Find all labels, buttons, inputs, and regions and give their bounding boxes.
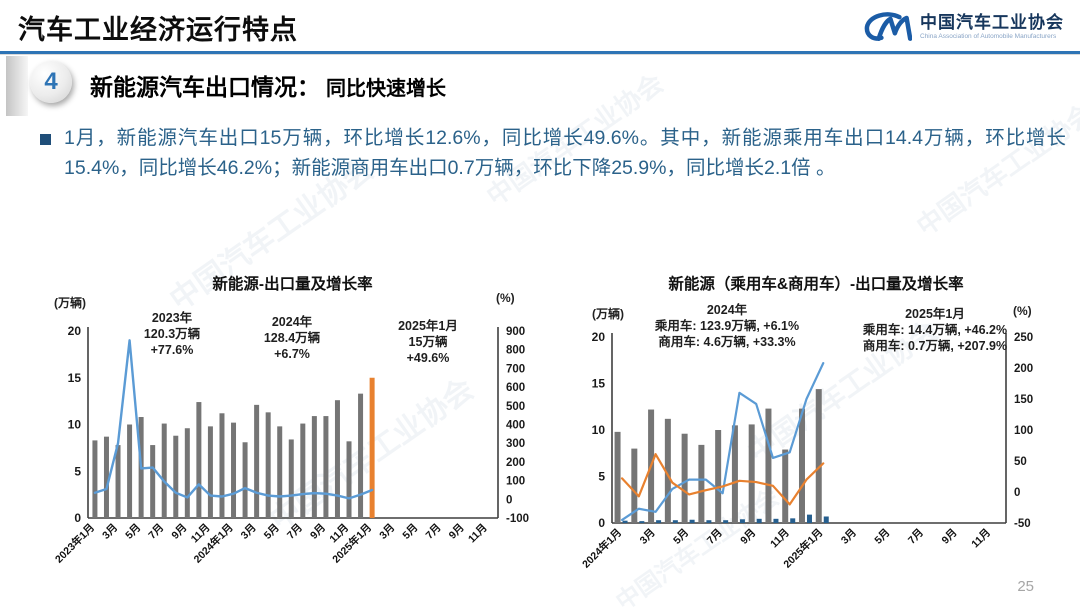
svg-text:5月: 5月 (400, 522, 420, 542)
svg-text:800: 800 (506, 345, 525, 357)
section-heading-text: 新能源汽车出口情况： (90, 74, 320, 100)
svg-text:3月: 3月 (638, 527, 658, 547)
svg-text:0: 0 (506, 494, 512, 506)
svg-text:15: 15 (68, 371, 82, 385)
svg-text:11月: 11月 (969, 527, 993, 551)
svg-text:9月: 9月 (738, 527, 758, 547)
svg-text:11月: 11月 (768, 527, 792, 551)
svg-text:3月: 3月 (839, 527, 859, 547)
section-strip (6, 56, 28, 116)
chart-left-canvas: 20 15 10 5 0 900 800 700 600 500 400 300 200 100 0 -100… (52, 324, 529, 566)
svg-text:9月: 9月 (939, 527, 959, 547)
svg-text:2023年1月: 2023年1月 (52, 521, 97, 566)
annotation-2025-01: 2025年1月 15万辆 +49.6% (398, 319, 458, 365)
brand-name: 中国汽车工业协会 (920, 12, 1064, 32)
svg-text:7月: 7月 (705, 527, 725, 547)
chart-left-unit-left: (万辆) (54, 296, 86, 310)
chart-right-title: 新能源（乘用车&商用车）-出口量及增长率 (668, 276, 964, 293)
page-number: 25 (1017, 578, 1034, 595)
brand-logo: 中国汽车工业协会 China Association of Automobile… (858, 8, 1064, 46)
body-paragraph: 1月，新能源汽车出口15万辆，环比增长12.6%，同比增长49.6%。其中，新能… (64, 127, 1066, 180)
section-heading: 新能源汽车出口情况： 同比快速增长 (90, 68, 446, 102)
svg-text:-50: -50 (1014, 518, 1031, 530)
chart-right-unit-left: (万辆) (592, 307, 624, 321)
svg-text:5月: 5月 (872, 527, 892, 547)
svg-text:0: 0 (74, 511, 81, 525)
svg-text:11月: 11月 (466, 522, 490, 546)
section-subheading-text: 同比快速增长 (326, 78, 446, 100)
svg-text:9月: 9月 (169, 522, 189, 542)
svg-text:20: 20 (68, 324, 82, 338)
chart-right-unit-right: (%) (1013, 304, 1032, 318)
svg-text:3月: 3月 (100, 522, 120, 542)
section-number-badge: 4 (30, 61, 72, 103)
svg-text:100: 100 (506, 476, 525, 488)
chart-right-panel: 新能源（乘用车&商用车）-出口量及增长率 (万辆) (%) 20 15 10 5 0 25… (552, 268, 1080, 600)
chart-left-title: 新能源-出口量及增长率 (212, 276, 373, 293)
page-title: 汽车工业经济运行特点 (18, 15, 298, 45)
bullet-square-icon (40, 134, 51, 145)
svg-text:15: 15 (592, 377, 606, 391)
svg-text:7月: 7月 (906, 527, 926, 547)
svg-text:5: 5 (598, 470, 605, 484)
svg-text:150: 150 (1014, 394, 1033, 406)
svg-text:100: 100 (1014, 425, 1033, 437)
svg-text:2024年1月: 2024年1月 (579, 526, 624, 571)
svg-text:700: 700 (506, 363, 525, 375)
svg-text:5月: 5月 (123, 522, 143, 542)
svg-text:250: 250 (1014, 332, 1033, 344)
chart-left-unit-right: (%) (496, 291, 515, 305)
svg-text:7月: 7月 (285, 522, 305, 542)
svg-text:7月: 7月 (423, 522, 443, 542)
section-number: 4 (44, 68, 58, 95)
svg-text:600: 600 (506, 382, 525, 394)
svg-text:200: 200 (506, 457, 525, 469)
svg-text:5月: 5月 (671, 527, 691, 547)
svg-text:400: 400 (506, 420, 525, 432)
cm-logo-icon (864, 12, 912, 41)
svg-text:3月: 3月 (377, 522, 397, 542)
svg-text:10: 10 (68, 418, 82, 432)
svg-text:7月: 7月 (146, 522, 166, 542)
svg-text:10: 10 (592, 423, 606, 437)
svg-text:9月: 9月 (308, 522, 328, 542)
svg-text:0: 0 (1014, 487, 1020, 499)
svg-text:900: 900 (506, 326, 525, 338)
svg-text:5: 5 (74, 464, 81, 478)
chart-left-panel: 新能源-出口量及增长率 (万辆) (%) 20 15 10 5 0 900 800 700 60… (40, 268, 545, 600)
brand-subtitle: China Association of Automobile Manufact… (920, 32, 1057, 40)
divider-rule (0, 51, 1080, 54)
svg-text:-100: -100 (506, 513, 529, 525)
svg-text:0: 0 (598, 516, 605, 530)
svg-text:20: 20 (592, 330, 606, 344)
svg-text:50: 50 (1014, 456, 1027, 468)
annotation-2024: 2024年 128.4万辆 +6.7% (263, 315, 321, 361)
svg-text:9月: 9月 (447, 522, 467, 542)
annotation-right-2025-01: 2025年1月 乘用车: 14.4万辆, +46.2% 商用车: 0.7万辆, … (862, 307, 1008, 353)
svg-text:3月: 3月 (239, 522, 259, 542)
svg-text:5月: 5月 (262, 522, 282, 542)
annotation-right-2024: 2024年 乘用车: 123.9万辆, +6.1% 商用车: 4.6万辆, +3… (654, 303, 800, 349)
svg-text:300: 300 (506, 438, 525, 450)
svg-text:200: 200 (1014, 363, 1033, 375)
annotation-2023: 2023年 120.3万辆 +77.6% (143, 311, 201, 357)
svg-text:500: 500 (506, 401, 525, 413)
divider-rule-shadow (0, 54, 1080, 55)
